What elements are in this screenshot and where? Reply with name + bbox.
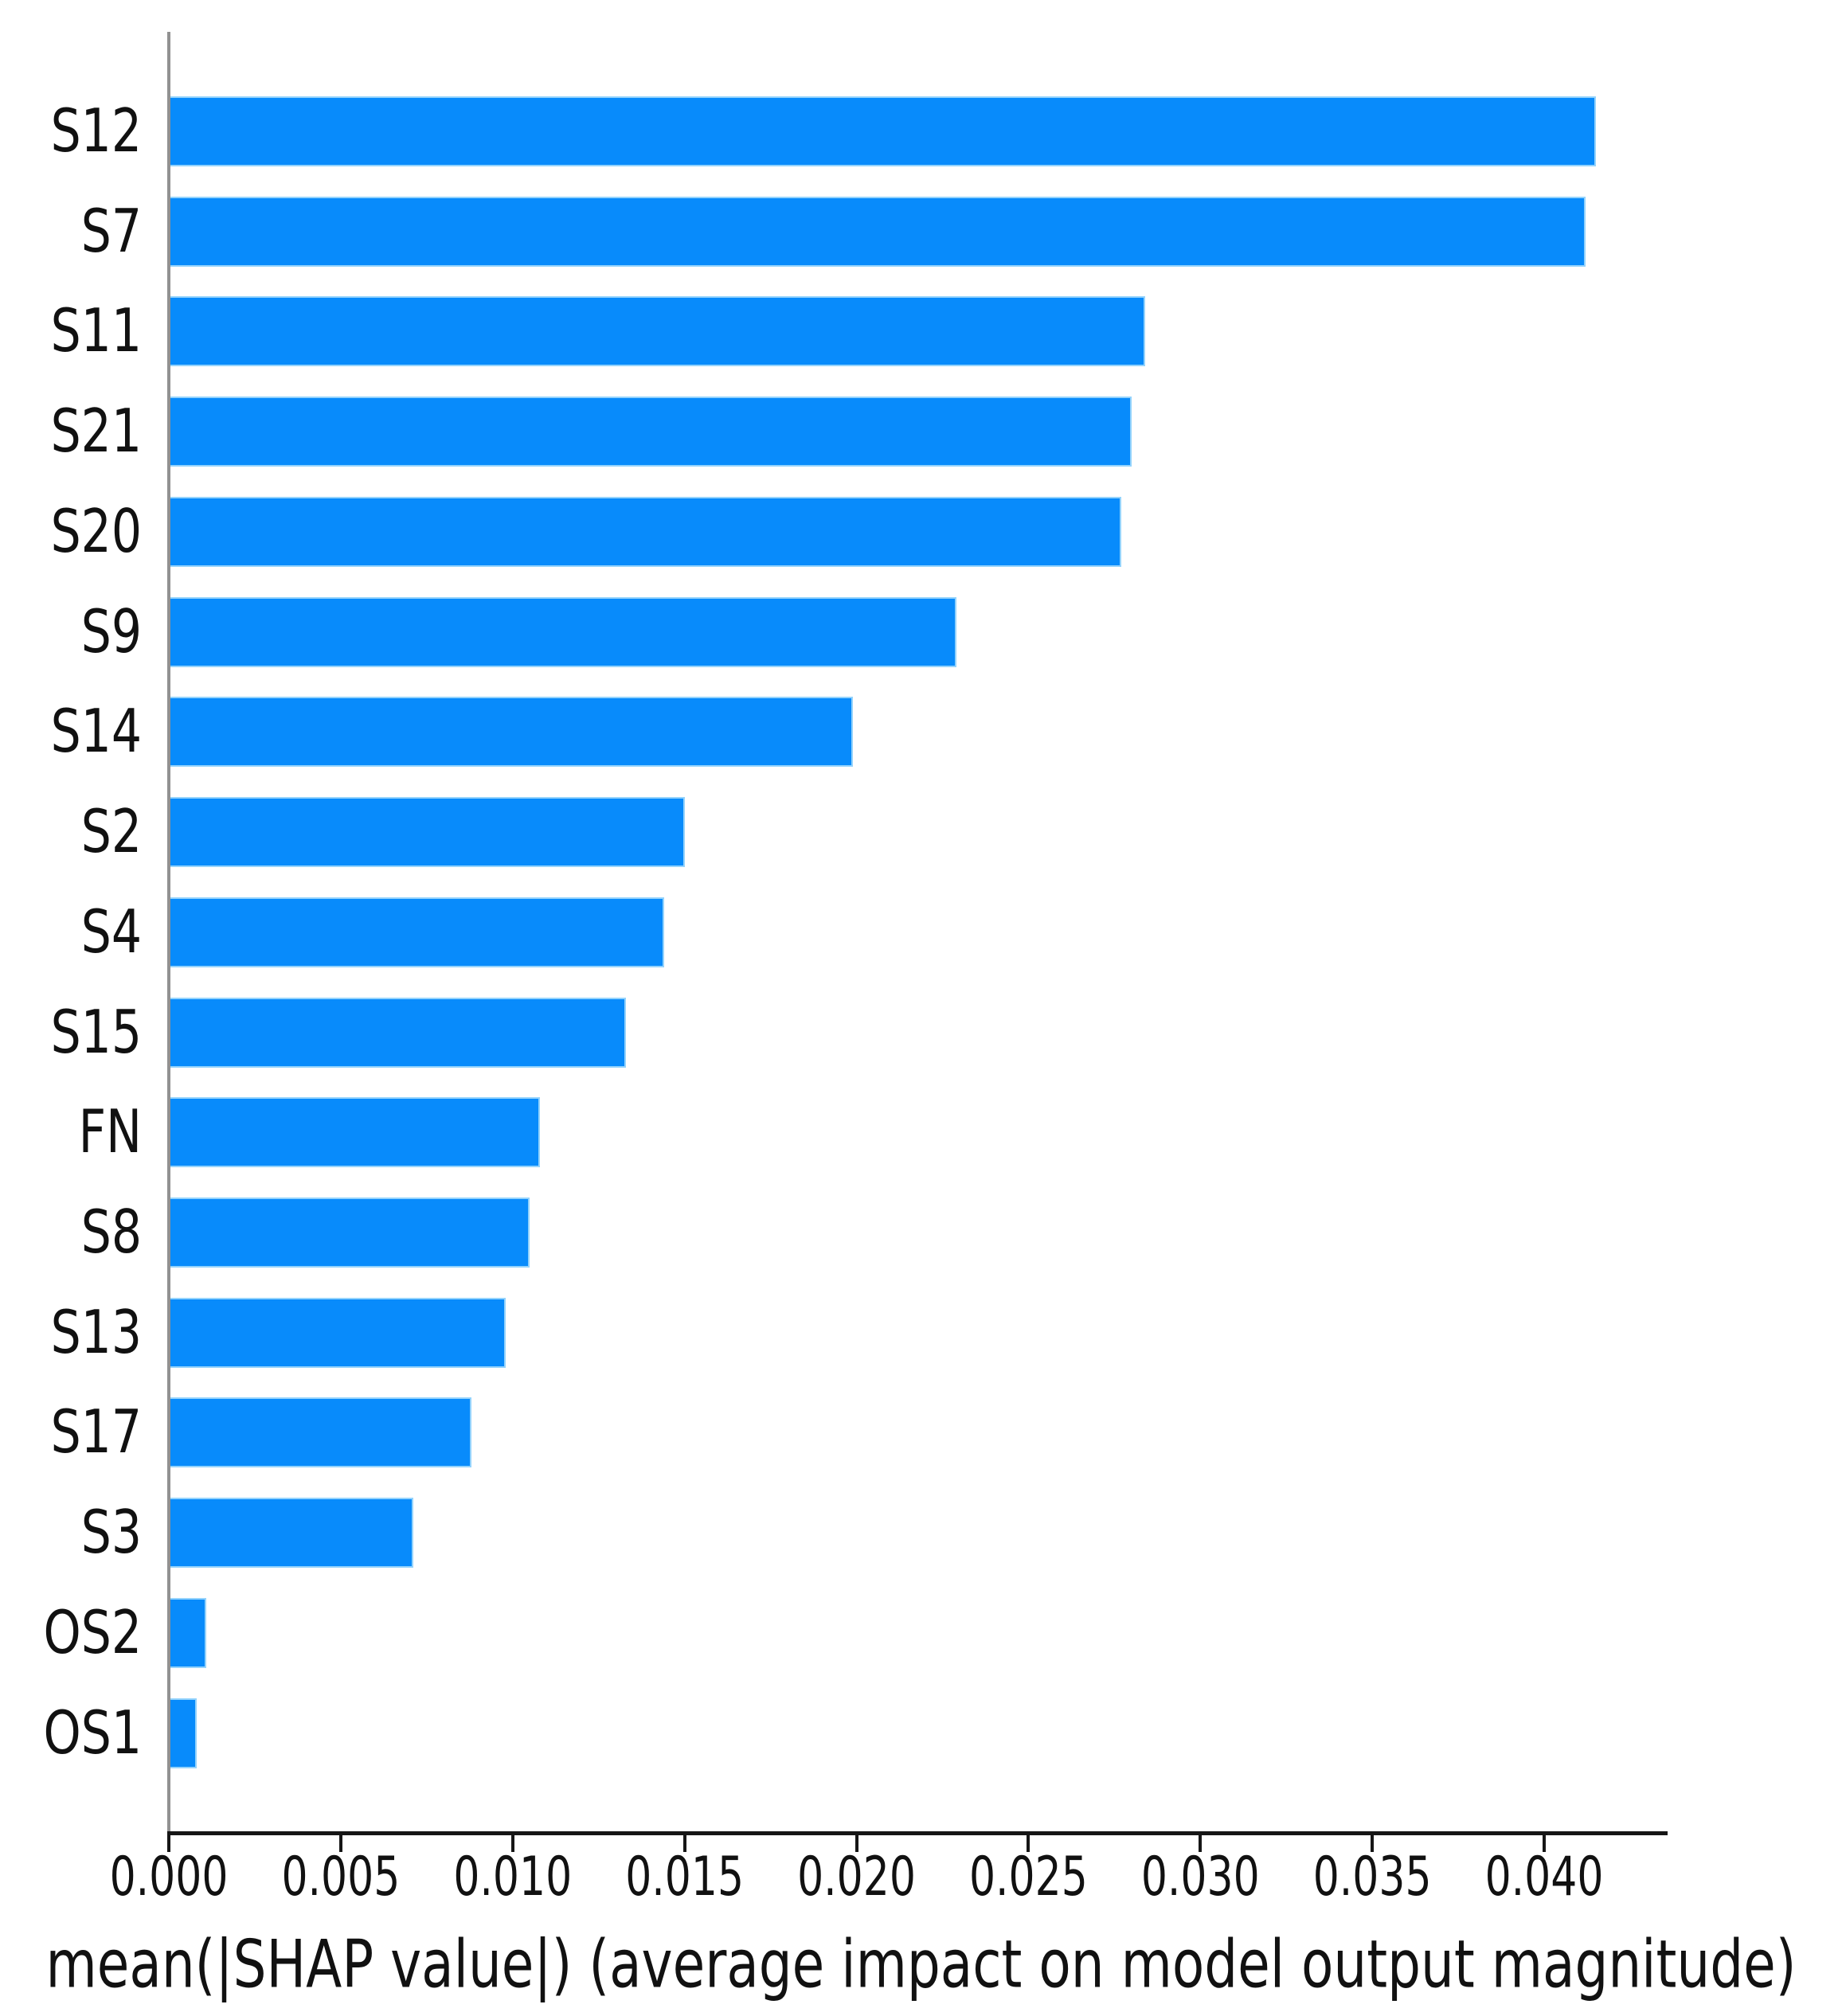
x-tick-label-0.005: 0.005 [281, 1846, 401, 1909]
bar-S9 [169, 596, 956, 667]
bar-OS1 [169, 1698, 197, 1768]
y-axis-label-OS2: OS2 [43, 1598, 143, 1668]
bar-OS2 [169, 1597, 207, 1668]
y-axis-label-S20: S20 [50, 497, 142, 567]
bar-S3 [169, 1498, 413, 1569]
bar-S2 [169, 797, 685, 868]
x-tick-label-0.020: 0.020 [797, 1846, 916, 1909]
y-axis-label-S11: S11 [50, 296, 142, 367]
x-tick-mark-0.040 [1543, 1833, 1546, 1852]
y-axis-label-S8: S8 [80, 1197, 142, 1268]
bar-S11 [169, 296, 1146, 367]
y-axis-label-S12: S12 [50, 96, 142, 166]
x-tick-mark-0.005 [338, 1833, 342, 1852]
y-axis-line [167, 32, 170, 1833]
x-tick-label-0.035: 0.035 [1312, 1846, 1432, 1909]
y-axis-label-S3: S3 [80, 1498, 142, 1568]
x-tick-label-0.030: 0.030 [1140, 1846, 1260, 1909]
x-axis-line [167, 1831, 1668, 1835]
x-tick-mark-0.025 [1027, 1833, 1031, 1852]
x-tick-mark-0.035 [1371, 1833, 1375, 1852]
bar-S17 [169, 1397, 471, 1468]
x-tick-label-0.000: 0.000 [109, 1846, 229, 1909]
bar-S14 [169, 697, 854, 768]
y-axis-label-S21: S21 [50, 397, 142, 467]
bar-S4 [169, 897, 664, 967]
y-axis-label-S13: S13 [50, 1298, 142, 1368]
x-tick-mark-0.020 [855, 1833, 858, 1852]
y-axis-label-OS1: OS1 [43, 1698, 143, 1768]
bar-S21 [169, 397, 1132, 467]
x-tick-mark-0.015 [682, 1833, 686, 1852]
bar-FN [169, 1097, 541, 1168]
x-tick-label-0.040: 0.040 [1484, 1846, 1604, 1909]
y-axis-label-S17: S17 [50, 1397, 142, 1468]
y-axis-label-S4: S4 [80, 897, 142, 967]
x-tick-label-0.025: 0.025 [968, 1846, 1088, 1909]
bar-S12 [169, 96, 1596, 166]
bar-S7 [169, 196, 1586, 267]
x-tick-mark-0.000 [167, 1833, 170, 1852]
y-axis-label-S9: S9 [80, 596, 142, 667]
y-axis-label-S14: S14 [50, 697, 142, 768]
x-tick-label-0.010: 0.010 [453, 1846, 573, 1909]
y-axis-label-S15: S15 [50, 997, 142, 1068]
x-tick-label-0.015: 0.015 [625, 1846, 745, 1909]
y-axis-label-S2: S2 [80, 797, 142, 867]
x-tick-mark-0.030 [1199, 1833, 1203, 1852]
x-axis-title: mean(|SHAP value|) (average impact on mo… [45, 1926, 1797, 2003]
bar-S15 [169, 997, 627, 1068]
y-axis-label-FN: FN [78, 1097, 142, 1168]
bar-S20 [169, 496, 1121, 567]
bar-S13 [169, 1297, 506, 1368]
y-axis-label-S7: S7 [80, 196, 142, 267]
x-tick-mark-0.010 [510, 1833, 514, 1852]
